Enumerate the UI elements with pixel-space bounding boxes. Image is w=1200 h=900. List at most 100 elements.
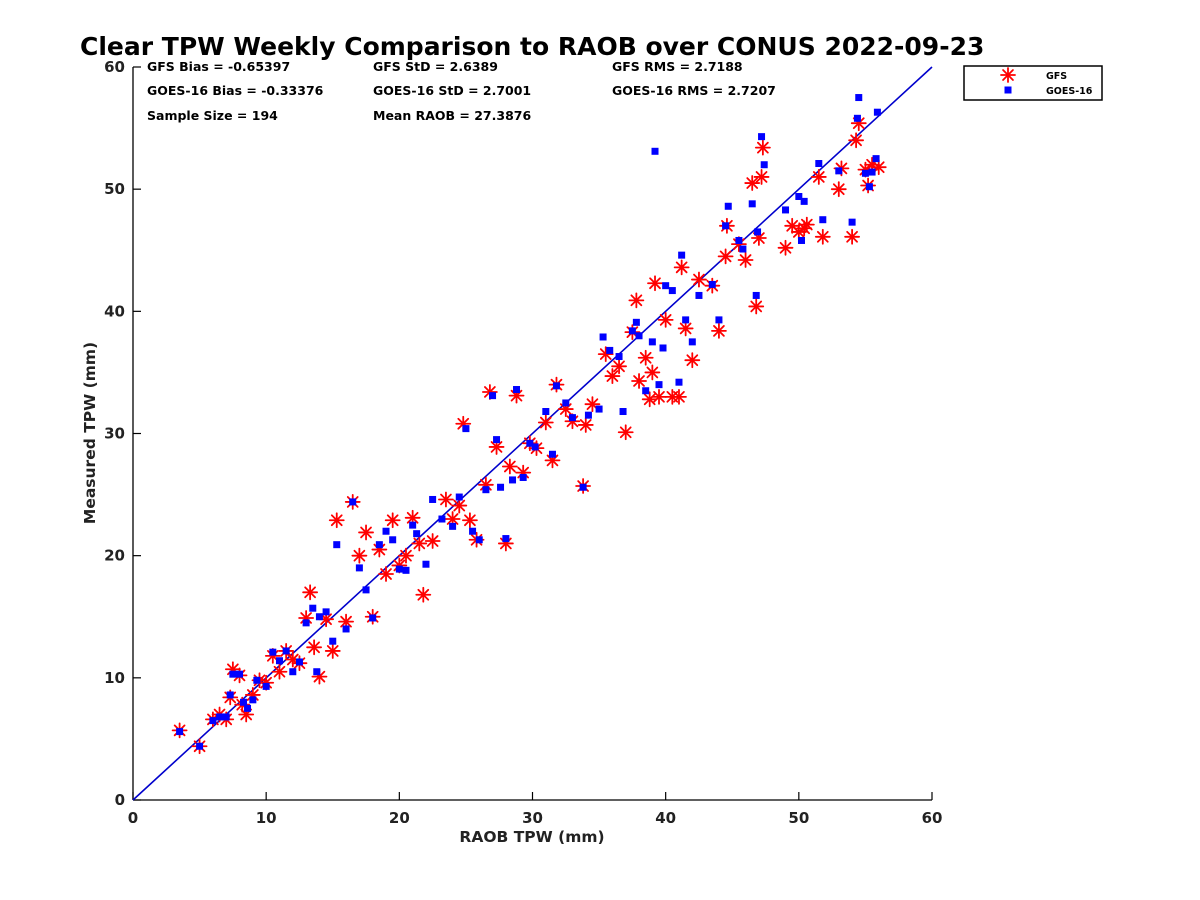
gfs-rms-stat: GFS RMS = 2.7188	[612, 59, 743, 74]
gfs-point	[537, 414, 554, 431]
gfs-point	[748, 298, 765, 315]
gfs-point	[628, 292, 645, 309]
gfs-std-stat: GFS StD = 2.6389	[373, 59, 498, 74]
goes16-point	[342, 625, 350, 633]
goes16-point	[724, 202, 732, 210]
x-tick-label: 30	[522, 809, 543, 827]
goes16-point	[606, 346, 614, 354]
goes16-point	[395, 565, 403, 573]
goes16-point	[413, 530, 421, 538]
gfs-point	[717, 248, 734, 265]
gfs-point	[644, 364, 661, 381]
gfs-point	[711, 322, 727, 339]
goes16-point	[282, 647, 290, 655]
goes16-point	[758, 133, 766, 141]
goes16-point	[819, 216, 827, 224]
gfs-point	[444, 511, 461, 527]
goes16-point	[579, 483, 587, 491]
gfs-point	[684, 352, 701, 369]
goes16-point	[873, 108, 881, 116]
goes-rms-stat: GOES-16 RMS = 2.7207	[612, 83, 776, 98]
gfs-point	[677, 320, 694, 337]
gfs-point	[358, 524, 374, 541]
gfs-point	[411, 535, 428, 552]
y-tick-label: 40	[104, 302, 125, 320]
goes16-point	[409, 521, 417, 529]
goes16-point	[632, 318, 640, 326]
goes16-point	[584, 411, 592, 419]
gfs-point	[691, 271, 707, 288]
goes16-point	[176, 728, 184, 736]
goes16-point	[865, 183, 873, 191]
goes16-point	[855, 94, 863, 102]
y-tick-label: 20	[104, 547, 125, 565]
goes16-point	[872, 155, 880, 163]
goes16-point	[675, 378, 683, 386]
gfs-point	[671, 388, 687, 405]
goes16-point	[262, 682, 270, 690]
legend-box	[963, 65, 1103, 101]
goes16-point	[668, 287, 676, 295]
goes16-point	[422, 560, 430, 568]
goes16-point	[542, 408, 550, 416]
goes16-point	[226, 691, 234, 699]
gfs-point	[324, 643, 341, 659]
goes16-point	[835, 167, 843, 175]
axes: 0 10 20 30 40 50 60 0 10 20 30 40 50 60	[104, 58, 942, 827]
goes16-point	[795, 192, 803, 200]
gfs-point	[462, 512, 478, 529]
gfs-point	[611, 358, 627, 375]
goes16-point	[695, 291, 703, 299]
gfs-point	[384, 512, 401, 529]
gfs-point	[651, 388, 667, 405]
goes16-point	[329, 637, 337, 645]
goes16-point	[313, 668, 321, 676]
gfs-point	[784, 217, 801, 234]
y-tick-label: 0	[115, 791, 125, 809]
goes16-point	[236, 670, 244, 678]
gfs-point	[744, 175, 761, 191]
y-tick-label: 60	[104, 58, 125, 76]
goes16-point	[782, 206, 790, 214]
goes16-point	[800, 197, 808, 205]
goes16-point	[642, 387, 650, 395]
gfs-point	[844, 228, 860, 245]
goes16-point	[462, 425, 470, 433]
goes16-point	[635, 332, 643, 340]
goes16-point	[659, 344, 667, 352]
goes16-point	[797, 236, 805, 244]
goes16-point	[429, 495, 437, 503]
gfs-point	[415, 586, 432, 603]
goes16-point	[402, 566, 410, 574]
goes16-point	[848, 218, 856, 226]
goes16-point	[269, 648, 277, 656]
gfs-point	[810, 169, 827, 185]
gfs-point	[501, 458, 518, 475]
goes16-point	[489, 392, 497, 400]
goes16-point	[861, 169, 869, 177]
goes16-point	[552, 382, 560, 390]
goes16-point	[469, 527, 477, 535]
goes16-point	[619, 408, 627, 416]
goes16-point	[502, 535, 510, 543]
x-tick-label: 0	[128, 809, 138, 827]
y-tick-label: 10	[104, 669, 125, 687]
goes16-point	[289, 668, 297, 676]
goes16-point	[651, 147, 659, 155]
gfs-point	[604, 368, 621, 384]
goes16-point	[615, 353, 623, 361]
gfs-point	[617, 424, 634, 441]
goes16-point	[708, 280, 716, 288]
goes16-point	[688, 338, 696, 346]
goes16-series	[176, 94, 881, 750]
y-tick-label: 50	[104, 180, 125, 198]
goes16-point	[382, 527, 390, 535]
goes16-point	[209, 717, 217, 725]
gfs-point	[306, 639, 323, 656]
goes16-point	[760, 161, 768, 169]
goes16-point	[562, 399, 570, 407]
goes16-point	[531, 443, 539, 451]
gfs-point	[641, 391, 658, 408]
gfs-point	[455, 415, 472, 432]
